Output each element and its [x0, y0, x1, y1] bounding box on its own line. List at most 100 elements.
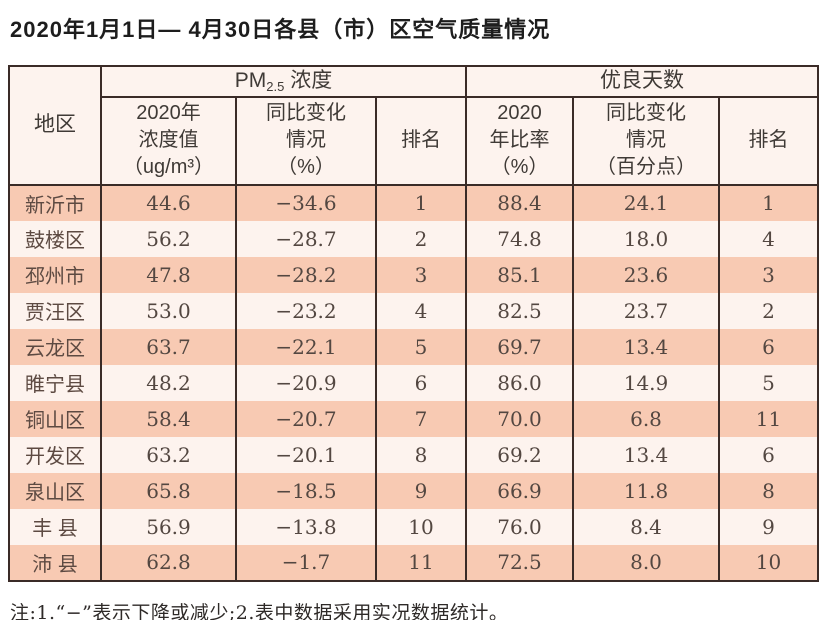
header-region: 地区: [8, 65, 102, 186]
table-row: 沛 县 62.8 −1.7 11 72.5 8.0 10: [8, 544, 820, 581]
cell-region: 睢宁县: [8, 364, 102, 401]
table-row: 新沂市 44.6 −34.6 1 88.4 24.1 1: [8, 184, 820, 221]
header-good-days-group: 优良天数: [464, 65, 820, 98]
header-ratio-change: 同比变化 情况 （百分点）: [572, 95, 720, 186]
table-row: 开发区 63.2 −20.1 8 69.2 13.4 6: [8, 436, 820, 473]
cell-ratio: 70.0: [465, 400, 574, 437]
cell-ratio-change: 24.1: [572, 184, 720, 221]
cell-ratio-rank: 6: [717, 436, 820, 473]
cell-ratio: 69.7: [465, 328, 574, 365]
cell-ratio-change: 6.8: [572, 400, 720, 437]
cell-region: 铜山区: [8, 400, 102, 437]
cell-pm-change: −1.7: [235, 544, 377, 581]
cell-pm-value: 65.8: [100, 472, 237, 509]
table-row: 丰 县 56.9 −13.8 10 76.0 8.4 9: [8, 508, 820, 545]
cell-ratio-change: 14.9: [572, 364, 720, 401]
table-row: 鼓楼区 56.2 −28.7 2 74.8 18.0 4: [8, 220, 820, 257]
cell-pm-change: −18.5: [235, 472, 377, 509]
cell-pm-change: −28.7: [235, 220, 377, 257]
cell-ratio: 74.8: [465, 220, 574, 257]
cell-ratio-change: 18.0: [572, 220, 720, 257]
cell-region: 邳州市: [8, 256, 102, 293]
air-quality-table: 地区 PM2.5 浓度 优良天数 2020年 浓度值 （ug/m³） 同比变化 …: [8, 65, 820, 582]
cell-pm-change: −23.2: [235, 292, 377, 329]
cell-pm-rank: 10: [375, 508, 467, 545]
pm25-label-subscript: 2.5: [266, 79, 285, 94]
cell-ratio: 88.4: [465, 184, 574, 221]
table-row: 邳州市 47.8 −28.2 3 85.1 23.6 3: [8, 256, 820, 293]
cell-ratio: 69.2: [465, 436, 574, 473]
header-ratio: 2020 年比率 （%）: [465, 95, 574, 186]
cell-ratio-change: 23.6: [572, 256, 720, 293]
cell-pm-change: −28.2: [235, 256, 377, 293]
header-pm25-group: PM2.5 浓度: [100, 65, 467, 98]
cell-pm-rank: 8: [375, 436, 467, 473]
cell-ratio: 82.5: [465, 292, 574, 329]
cell-ratio-rank: 9: [717, 508, 820, 545]
cell-region: 鼓楼区: [8, 220, 102, 257]
cell-ratio-rank: 10: [717, 544, 820, 581]
cell-pm-rank: 6: [375, 364, 467, 401]
cell-ratio: 86.0: [465, 364, 574, 401]
cell-ratio-rank: 8: [717, 472, 820, 509]
cell-ratio-rank: 3: [717, 256, 820, 293]
table-row: 睢宁县 48.2 −20.9 6 86.0 14.9 5: [8, 364, 820, 401]
table-row: 铜山区 58.4 −20.7 7 70.0 6.8 11: [8, 400, 820, 437]
cell-pm-value: 63.2: [100, 436, 237, 473]
cell-pm-rank: 1: [375, 184, 467, 221]
cell-pm-rank: 2: [375, 220, 467, 257]
cell-ratio-rank: 11: [717, 400, 820, 437]
cell-pm-rank: 7: [375, 400, 467, 437]
cell-pm-rank: 9: [375, 472, 467, 509]
cell-pm-value: 62.8: [100, 544, 237, 581]
cell-pm-change: −20.7: [235, 400, 377, 437]
table-header-group-row: 地区 PM2.5 浓度 优良天数: [8, 65, 820, 186]
cell-pm-change: −34.6: [235, 184, 377, 221]
footnote: 注:1.“−”表示下降或减少;2.表中数据采用实况数据统计。: [10, 601, 509, 620]
cell-pm-value: 56.2: [100, 220, 237, 257]
cell-region: 贾汪区: [8, 292, 102, 329]
header-ratio-rank: 排名: [717, 95, 820, 186]
cell-region: 丰 县: [8, 508, 102, 545]
header-pm-rank: 排名: [375, 95, 467, 186]
cell-pm-rank: 4: [375, 292, 467, 329]
cell-ratio: 72.5: [465, 544, 574, 581]
pm25-label-suffix: 浓度: [284, 69, 333, 92]
cell-pm-value: 53.0: [100, 292, 237, 329]
cell-ratio-change: 13.4: [572, 328, 720, 365]
cell-ratio-change: 11.8: [572, 472, 720, 509]
cell-pm-change: −13.8: [235, 508, 377, 545]
table-header-sub-row: 2020年 浓度值 （ug/m³） 同比变化 情况 （%） 排名 2020 年比…: [9, 95, 820, 186]
cell-ratio-rank: 5: [717, 364, 820, 401]
cell-region: 沛 县: [8, 544, 102, 581]
cell-ratio: 66.9: [465, 472, 574, 509]
cell-region: 开发区: [8, 436, 102, 473]
cell-region: 新沂市: [8, 184, 102, 221]
cell-pm-change: −20.9: [235, 364, 377, 401]
cell-ratio-rank: 4: [717, 220, 820, 257]
table-row: 贾汪区 53.0 −23.2 4 82.5 23.7 2: [8, 292, 820, 329]
cell-ratio-change: 13.4: [572, 436, 720, 473]
cell-pm-value: 48.2: [100, 364, 237, 401]
cell-region: 云龙区: [8, 328, 102, 365]
cell-pm-change: −20.1: [235, 436, 377, 473]
cell-pm-value: 47.8: [100, 256, 237, 293]
pm25-label-prefix: PM: [234, 69, 267, 92]
cell-pm-value: 63.7: [100, 328, 237, 365]
cell-pm-value: 44.6: [100, 184, 237, 221]
cell-ratio-rank: 1: [717, 184, 820, 221]
cell-ratio-rank: 6: [717, 328, 820, 365]
cell-ratio-change: 8.0: [572, 544, 720, 581]
cell-ratio-change: 23.7: [572, 292, 720, 329]
cell-pm-value: 58.4: [100, 400, 237, 437]
header-pm-change: 同比变化 情况 （%）: [235, 95, 377, 186]
cell-pm-rank: 5: [375, 328, 467, 365]
cell-pm-change: −22.1: [235, 328, 377, 365]
table-row: 云龙区 63.7 −22.1 5 69.7 13.4 6: [8, 328, 820, 365]
cell-pm-rank: 11: [375, 544, 467, 581]
table-row: 泉山区 65.8 −18.5 9 66.9 11.8 8: [8, 472, 820, 509]
cell-ratio-change: 8.4: [572, 508, 720, 545]
cell-pm-rank: 3: [375, 256, 467, 293]
cell-ratio: 85.1: [465, 256, 574, 293]
